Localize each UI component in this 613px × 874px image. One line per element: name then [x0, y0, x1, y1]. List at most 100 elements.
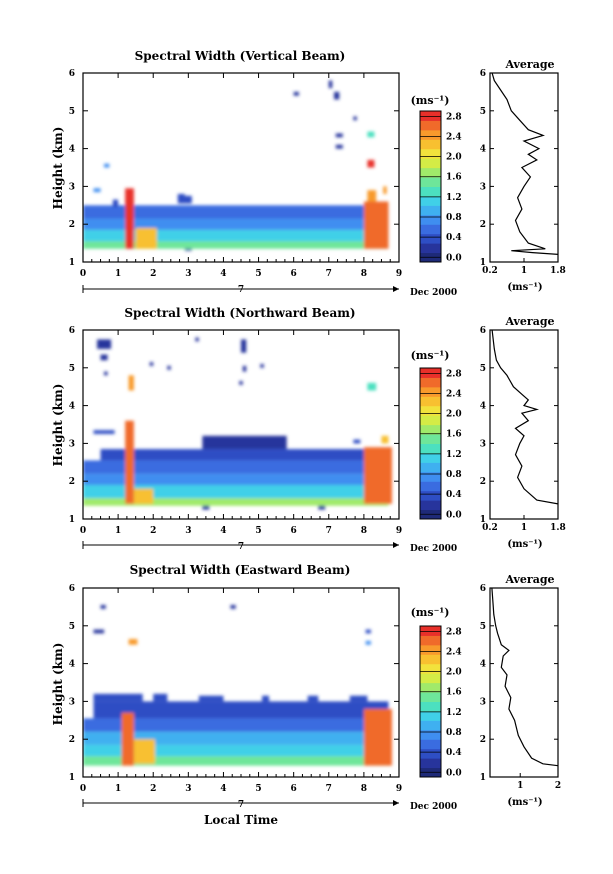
colorbar-tick-label: 2.8: [446, 112, 462, 122]
x-tick-label: 3: [185, 269, 191, 279]
y-tick-label: 1: [69, 773, 75, 783]
x-tick-label: 5: [255, 784, 261, 794]
heatmap-cell: [93, 430, 115, 434]
heatmap-cell: [363, 447, 392, 504]
colorbar-tick-label: 2.8: [446, 369, 462, 379]
colorbar-swatch: [420, 462, 441, 473]
y-tick-label: 5: [69, 107, 75, 117]
x-tick-label: 6: [291, 784, 297, 794]
heatmap-cell: [125, 188, 134, 249]
x-axis-label: Local Time: [204, 813, 278, 827]
y-axis-label: Height (km): [51, 643, 65, 726]
heatmap-cell: [167, 365, 171, 370]
heatmap-cell: [104, 371, 108, 376]
date-day-label: 7: [238, 800, 244, 810]
heatmap-cell: [133, 739, 155, 764]
x-tick-label: 3: [185, 526, 191, 536]
colorbar-tick-label: 2.8: [446, 627, 462, 637]
profile-y-tick-label: 4: [480, 402, 486, 412]
heatmap-cell: [83, 756, 389, 766]
colorbar-swatch: [420, 158, 441, 169]
heatmap-cell: [381, 435, 389, 444]
x-tick-label: 9: [396, 269, 402, 279]
y-tick-label: 6: [69, 69, 75, 79]
profile-x-tick-label: 1: [521, 523, 527, 533]
colorbar-swatch: [420, 243, 441, 254]
y-tick-label: 1: [69, 258, 75, 268]
colorbar-swatch: [420, 481, 441, 492]
average-profile: 1 2 3 4 5 6 1 2: [480, 584, 561, 791]
heatmap-cell: [125, 420, 134, 504]
heatmap-cell: [328, 80, 333, 89]
heatmap-cell: [83, 718, 389, 732]
colorbar-swatch: [420, 490, 441, 501]
x-tick-label: 2: [150, 269, 156, 279]
heatmap-cell: [239, 381, 243, 385]
colorbar-swatch: [420, 644, 441, 655]
heatmap-cell: [260, 364, 264, 368]
heatmap-cell: [121, 712, 134, 766]
panel-northward-beam: Spectral Width (Northward Beam) Height (…: [51, 306, 566, 554]
date-day-label: 7: [238, 285, 244, 295]
y-tick-label: 4: [69, 402, 75, 412]
y-tick-label: 4: [69, 660, 75, 670]
panel-title: Spectral Width (Northward Beam): [124, 306, 355, 320]
heatmap-cell: [83, 241, 389, 249]
profile-y-tick-label: 5: [480, 622, 486, 632]
colorbar-swatch: [420, 748, 441, 759]
profile-x-tick-label: 1.8: [550, 523, 566, 533]
colorbar-tick-label: 0.8: [446, 728, 462, 738]
heatmap-cell: [365, 629, 371, 634]
colorbar-tick-label: 0.8: [446, 213, 462, 223]
colorbar-unit-label: (ms⁻¹): [411, 349, 450, 362]
heatmap-cell: [93, 701, 389, 719]
colorbar-tick-label: 0.4: [446, 490, 462, 500]
y-tick-label: 1: [69, 515, 75, 525]
profile-y-tick-label: 2: [480, 735, 486, 745]
panel-title: Spectral Width (Vertical Beam): [135, 49, 346, 63]
x-tick-label: 1: [115, 269, 121, 279]
heatmap-cell: [83, 229, 389, 242]
y-tick-label: 4: [69, 145, 75, 155]
heatmap-cell: [93, 188, 101, 193]
colorbar-tick-label: 2.4: [446, 389, 462, 399]
y-tick-label: 5: [69, 364, 75, 374]
colorbar-tick-label: 2.4: [446, 647, 462, 657]
heatmap-cell: [128, 639, 138, 645]
colorbar-swatch: [420, 673, 441, 684]
heatmap-cell: [104, 163, 110, 168]
heatmap-cell: [293, 91, 299, 96]
x-tick-label: 6: [291, 269, 297, 279]
colorbar-tick-label: 0.4: [446, 748, 462, 758]
heatmap-cell: [93, 629, 105, 634]
profile-y-tick-label: 1: [480, 773, 486, 783]
heatmap-cell: [349, 695, 368, 702]
colorbar-swatch: [420, 396, 441, 407]
profile-y-tick-label: 2: [480, 477, 486, 487]
profile-y-tick-label: 3: [480, 439, 486, 449]
panel-title: Spectral Width (Eastward Beam): [130, 563, 351, 577]
colorbar: 0.0 0.4 0.8 1.2 1.6 2.0 2.4 2.8: [419, 110, 462, 263]
x-tick-label: 6: [291, 526, 297, 536]
colorbar-swatch: [420, 471, 441, 482]
y-tick-label: 6: [69, 326, 75, 336]
date-label: Dec 2000: [410, 544, 457, 554]
heatmap-cell: [230, 605, 236, 609]
panel-eastward-beam: Spectral Width (Eastward Beam) Height (k…: [51, 563, 561, 827]
y-tick-label: 2: [69, 220, 75, 230]
x-tick-label: 9: [396, 526, 402, 536]
date-span-arrowhead: [393, 286, 399, 292]
y-tick-label: 5: [69, 622, 75, 632]
profile-y-tick-label: 5: [480, 107, 486, 117]
colorbar-swatch: [420, 710, 441, 721]
profile-y-tick-label: 3: [480, 697, 486, 707]
colorbar-swatch: [420, 120, 441, 131]
heatmap-cell: [177, 195, 192, 204]
profile-y-tick-label: 6: [480, 69, 486, 79]
date-span-arrowhead: [393, 542, 399, 548]
colorbar-swatch: [420, 224, 441, 235]
profile-line: [491, 587, 559, 767]
